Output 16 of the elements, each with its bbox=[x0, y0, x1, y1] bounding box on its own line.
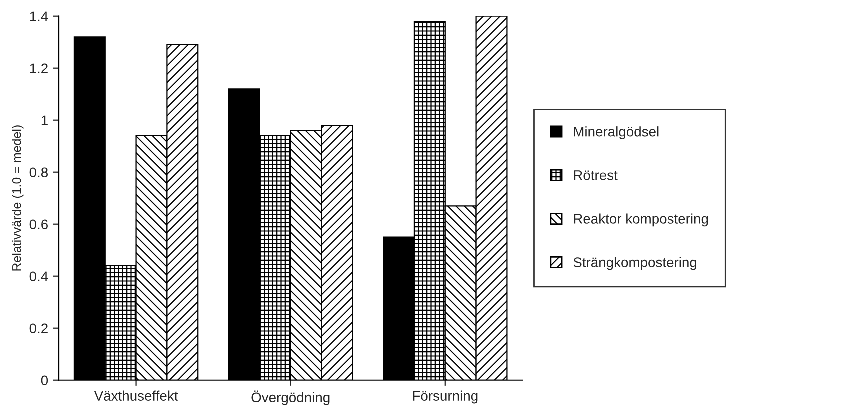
legend-label: Reaktor kompostering bbox=[574, 214, 708, 227]
x-tick-label: Försurning bbox=[413, 390, 478, 404]
y-tick-label: 0.6 bbox=[30, 220, 48, 230]
y-axis-title: Relativvärde (1.0 = medel) bbox=[12, 126, 24, 271]
legend-label: Strängkompostering bbox=[574, 257, 697, 270]
y-tick-label: 1 bbox=[42, 116, 48, 126]
y-tick-label: 0.4 bbox=[30, 272, 48, 282]
y-tick-label: 1.4 bbox=[30, 12, 48, 22]
y-tick-label: 0.8 bbox=[30, 168, 48, 178]
legend-label: Rötrest bbox=[574, 170, 618, 180]
x-tick-label: Övergödning bbox=[252, 390, 330, 406]
y-tick-label: 0 bbox=[41, 376, 48, 386]
x-tick-label: Växthuseffekt bbox=[94, 390, 178, 401]
y-tick-label: 1.2 bbox=[30, 64, 48, 74]
y-tick-label: 0.2 bbox=[30, 324, 48, 334]
legend-label: Mineralgödsel bbox=[574, 126, 659, 140]
